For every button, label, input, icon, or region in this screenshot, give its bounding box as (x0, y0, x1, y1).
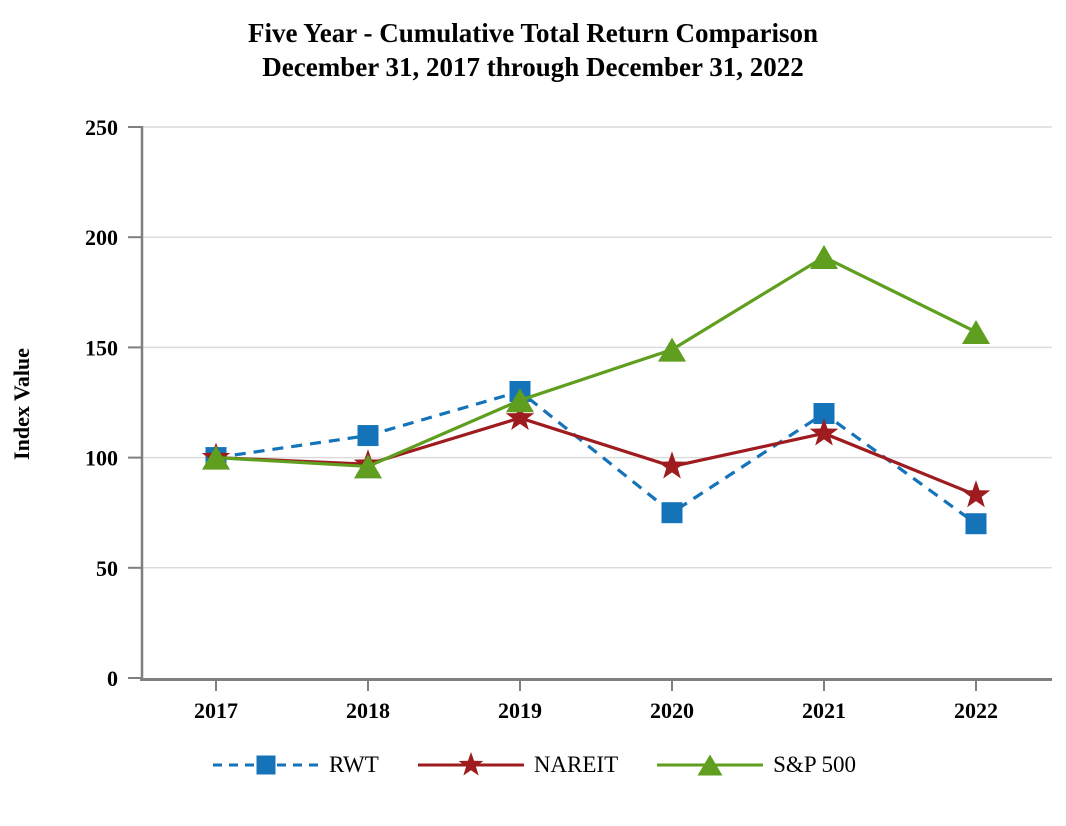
series-line-RWT (215, 389, 977, 526)
legend-swatch (657, 754, 764, 776)
marker-star (657, 451, 687, 479)
legend: RWT NAREIT S&P 500 (0, 748, 1066, 782)
marker-square (813, 403, 835, 425)
marker-triangle (697, 754, 723, 776)
x-tick-label: 2022 (954, 698, 998, 723)
series-line-NAREIT (215, 416, 977, 497)
y-tick-label: 250 (85, 115, 118, 140)
marker-square (661, 502, 683, 524)
chart-title-line2: December 31, 2017 through December 31, 2… (262, 52, 804, 82)
marker-star (961, 480, 991, 508)
y-tick-label: 150 (85, 335, 118, 360)
y-tick-label: 100 (85, 446, 118, 471)
x-tick-label: 2018 (346, 698, 390, 723)
legend-label: RWT (328, 752, 379, 777)
legend-swatch (417, 752, 524, 776)
marker-triangle (354, 454, 382, 479)
legend-swatch (212, 755, 319, 775)
x-tick-label: 2021 (802, 698, 846, 723)
marker-star (458, 752, 484, 776)
y-tick-label: 50 (96, 556, 118, 581)
legend-label: NAREIT (533, 752, 619, 777)
marker-triangle (962, 319, 990, 344)
marker-square (357, 425, 379, 447)
x-tick-label: 2020 (650, 698, 694, 723)
y-tick-label: 200 (85, 225, 118, 250)
marker-square (256, 755, 276, 775)
series-line-S&P 500 (215, 255, 977, 469)
x-tick-label: 2017 (194, 698, 238, 723)
legend-item-NAREIT: NAREIT (415, 748, 618, 782)
marker-square (965, 513, 987, 535)
legend-label: S&P 500 (773, 752, 857, 777)
x-tick-label: 2019 (498, 698, 542, 723)
marker-triangle (202, 445, 230, 470)
marker-star (809, 418, 839, 446)
marker-star (505, 402, 535, 431)
chart-title: Five Year - Cumulative Total Return Comp… (0, 16, 1066, 84)
chart-title-line1: Five Year - Cumulative Total Return Comp… (248, 18, 818, 48)
marker-triangle (810, 245, 838, 270)
marker-triangle (506, 388, 534, 413)
y-tick-label: 0 (107, 666, 118, 691)
marker-triangle (658, 337, 686, 362)
legend-item-S&P 500: S&P 500 (654, 748, 856, 782)
legend-item-RWT: RWT (210, 748, 379, 782)
